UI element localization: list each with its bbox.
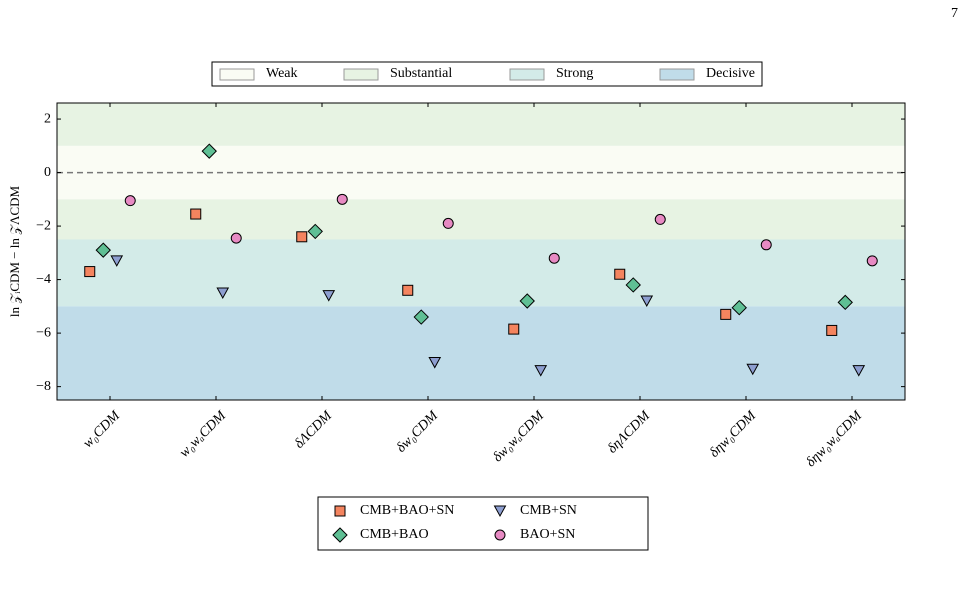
data-point	[625, 277, 641, 293]
data-point	[442, 217, 454, 229]
data-point	[428, 357, 442, 369]
legend-label: CMB+BAO+SN	[360, 503, 454, 518]
legend-marker	[494, 529, 506, 541]
page-number: 7	[951, 6, 958, 21]
data-point	[826, 324, 838, 336]
y-tick-label: 2	[44, 111, 51, 126]
x-tick-label: w₀wₐCDM	[177, 408, 230, 461]
series-legend-box	[317, 496, 649, 551]
data-point	[190, 208, 202, 220]
x-tick-label: w₀CDM	[80, 408, 124, 452]
data-point	[124, 195, 136, 207]
data-point	[746, 363, 760, 376]
x-tick-label: δηw₀CDM	[707, 408, 760, 461]
data-point	[614, 268, 626, 280]
data-point	[866, 255, 878, 267]
region-band	[57, 239, 905, 307]
data-point	[760, 239, 772, 251]
data-point	[336, 193, 348, 205]
data-point	[640, 295, 654, 308]
data-point	[296, 231, 308, 243]
data-point	[548, 252, 560, 264]
x-tick-label: δηw₀wₐCDM	[803, 408, 866, 471]
region-legend-swatch	[659, 68, 695, 81]
data-point	[413, 309, 429, 325]
region-legend-label: Decisive	[706, 66, 755, 81]
region-band	[57, 103, 905, 146]
legend-label: CMB+SN	[520, 503, 577, 518]
data-point	[654, 213, 666, 225]
data-point	[837, 294, 853, 311]
legend-marker	[334, 505, 346, 517]
region-legend-label: Weak	[266, 66, 298, 81]
data-point	[95, 242, 111, 258]
data-point	[84, 266, 96, 278]
y-axis-label: ln 𝒵ᵢCDM − ln 𝒵ΛCDM	[7, 185, 22, 317]
data-point	[720, 308, 732, 320]
y-tick-label: −6	[36, 325, 51, 340]
legend-label: BAO+SN	[520, 527, 575, 542]
data-point	[508, 323, 520, 335]
region-legend-swatch	[509, 68, 545, 81]
x-tick-label: δw₀wₐCDM	[490, 408, 548, 466]
region-band	[57, 199, 905, 240]
region-legend-swatch	[343, 68, 379, 81]
x-tick-label: δw₀CDM	[394, 408, 442, 456]
x-tick-label: δηΛCDM	[605, 408, 654, 457]
legend-marker	[493, 505, 507, 518]
region-legend-swatch	[219, 68, 255, 81]
y-tick-label: 0	[44, 165, 51, 180]
data-point	[534, 365, 548, 377]
y-tick-label: −8	[36, 379, 51, 394]
data-point	[519, 293, 535, 309]
data-point	[322, 290, 336, 302]
x-tick-label: δΛCDM	[292, 408, 336, 452]
legend-label: CMB+BAO	[360, 527, 429, 542]
data-point	[852, 365, 866, 377]
legend-marker	[332, 527, 348, 543]
data-point	[731, 299, 747, 316]
data-point	[216, 287, 230, 300]
data-point	[110, 255, 124, 267]
plot-frame	[56, 102, 906, 401]
data-point	[230, 232, 242, 244]
data-point	[307, 223, 323, 240]
region-band	[57, 306, 905, 400]
region-legend-label: Strong	[556, 66, 593, 81]
y-tick-label: −4	[36, 272, 51, 287]
y-tick-label: −2	[36, 218, 51, 233]
data-point	[402, 284, 414, 296]
data-point	[201, 143, 217, 159]
region-legend-label: Substantial	[390, 66, 452, 81]
